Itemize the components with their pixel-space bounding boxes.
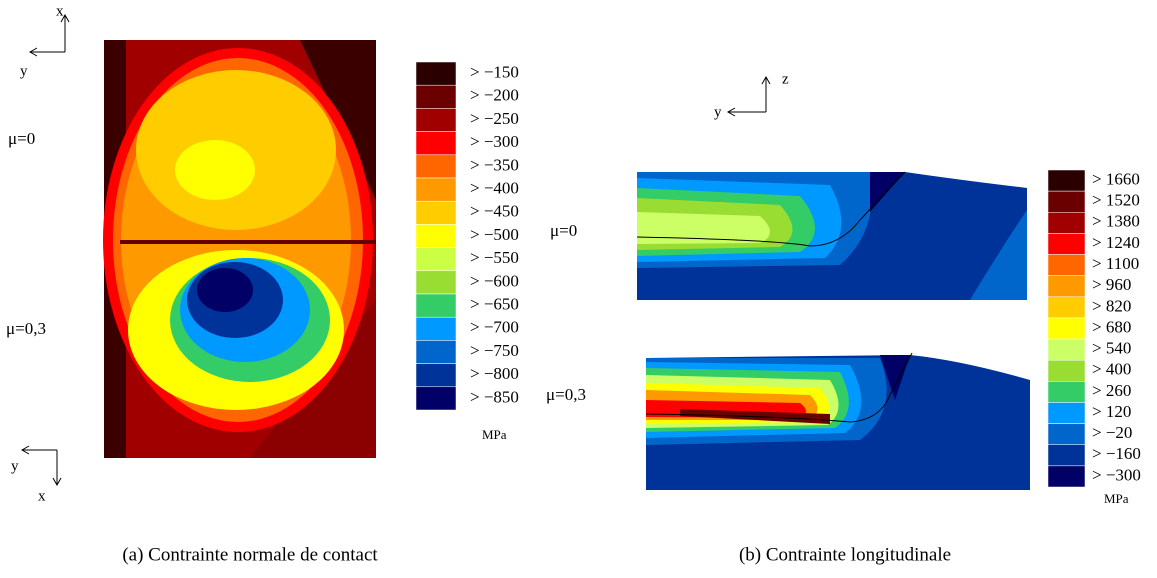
legend-swatch bbox=[415, 224, 457, 248]
legend-label: > −350 bbox=[470, 155, 519, 174]
legend-swatch bbox=[415, 293, 457, 318]
legend-swatch bbox=[1047, 275, 1086, 298]
legend-label: > −600 bbox=[470, 271, 519, 290]
legend-label: > −800 bbox=[470, 364, 519, 383]
legend-label: > −160 bbox=[1092, 444, 1141, 463]
legend-label: > 120 bbox=[1092, 402, 1131, 421]
legend-label: > 400 bbox=[1092, 360, 1131, 379]
legend-label: > −450 bbox=[470, 202, 519, 221]
legend-swatch bbox=[1047, 190, 1086, 213]
legend-swatch bbox=[415, 154, 457, 179]
axis-label: y bbox=[11, 458, 19, 474]
caption: (b) Contrainte longitudinale bbox=[739, 544, 951, 565]
axis-label: x bbox=[38, 488, 46, 504]
legend-swatch bbox=[415, 200, 457, 225]
case-label: μ=0 bbox=[550, 221, 577, 240]
legend-swatch bbox=[1047, 444, 1086, 467]
legend-swatch bbox=[1047, 317, 1086, 340]
legend-label: > 1520 bbox=[1092, 191, 1140, 210]
legend-label: > −500 bbox=[470, 225, 519, 244]
legend: > −150 > −200 > −250 > −300 > −350 > −400 > −4… bbox=[415, 61, 519, 411]
legend-swatch bbox=[1047, 465, 1086, 488]
case-label: μ=0 bbox=[8, 129, 35, 148]
legend-label: > −150 bbox=[470, 63, 519, 82]
case-label: μ=0,3 bbox=[546, 385, 586, 404]
legend-swatch bbox=[1047, 254, 1086, 276]
legend-swatch bbox=[415, 316, 457, 341]
legend-label: > −250 bbox=[470, 109, 519, 128]
caption: (a) Contrainte normale de contact bbox=[122, 544, 378, 565]
legend-label: > 540 bbox=[1092, 339, 1131, 358]
legend-swatch bbox=[1047, 423, 1086, 445]
axes-indicator bbox=[726, 75, 771, 117]
axis-label: y bbox=[20, 63, 28, 79]
legend-swatch bbox=[1047, 338, 1086, 361]
legend-label: > −20 bbox=[1092, 423, 1132, 442]
legend-swatch bbox=[415, 247, 457, 272]
legend-label: > −300 bbox=[1092, 465, 1141, 484]
legend-label: > −400 bbox=[470, 179, 519, 198]
legend-label: > 1660 bbox=[1092, 169, 1140, 188]
axis-label: y bbox=[714, 104, 722, 120]
legend-swatch bbox=[415, 177, 457, 202]
legend-swatch bbox=[1047, 381, 1086, 403]
unit-label: MPa bbox=[482, 427, 507, 442]
legend-swatch bbox=[415, 61, 457, 86]
legend-label: > 260 bbox=[1092, 381, 1131, 400]
legend-swatch bbox=[415, 84, 457, 109]
legend: > 1660 > 1520 > 1380 > 1240 > 1100 > 960 > 820… bbox=[1047, 169, 1141, 488]
legend-label: > −850 bbox=[470, 387, 519, 406]
legend-label: > −700 bbox=[470, 318, 519, 337]
legend-label: > −550 bbox=[470, 248, 519, 267]
case-label: μ=0,3 bbox=[6, 319, 46, 338]
legend-label: > 680 bbox=[1092, 317, 1131, 336]
axis-label: z bbox=[782, 71, 789, 87]
legend-swatch bbox=[1047, 296, 1086, 319]
legend-label: > −750 bbox=[470, 341, 519, 360]
axis-label: x bbox=[56, 3, 64, 19]
contour-map bbox=[636, 171, 1027, 300]
legend-swatch bbox=[1047, 233, 1086, 255]
legend-label: > 1100 bbox=[1092, 254, 1139, 273]
legend-swatch bbox=[1047, 212, 1086, 234]
legend-label: > 960 bbox=[1092, 275, 1131, 294]
legend-swatch bbox=[415, 131, 457, 156]
legend-swatch bbox=[1047, 169, 1086, 192]
legend-swatch bbox=[1047, 402, 1086, 424]
unit-label: MPa bbox=[1104, 491, 1129, 506]
contour-map bbox=[645, 352, 1030, 490]
legend-swatch bbox=[415, 270, 457, 295]
legend-label: > 1380 bbox=[1092, 212, 1140, 231]
legend-label: > −650 bbox=[470, 295, 519, 314]
legend-swatch bbox=[415, 340, 457, 364]
legend-label: > −300 bbox=[470, 132, 519, 151]
legend-swatch bbox=[415, 108, 457, 132]
contour-map bbox=[103, 40, 376, 458]
legend-label: > −200 bbox=[470, 86, 519, 105]
legend-label: > 820 bbox=[1092, 296, 1131, 315]
legend-label: > 1240 bbox=[1092, 233, 1140, 252]
legend-swatch bbox=[415, 363, 457, 388]
legend-swatch bbox=[1047, 359, 1086, 382]
legend-swatch bbox=[415, 386, 457, 411]
axes-indicator bbox=[20, 13, 70, 487]
